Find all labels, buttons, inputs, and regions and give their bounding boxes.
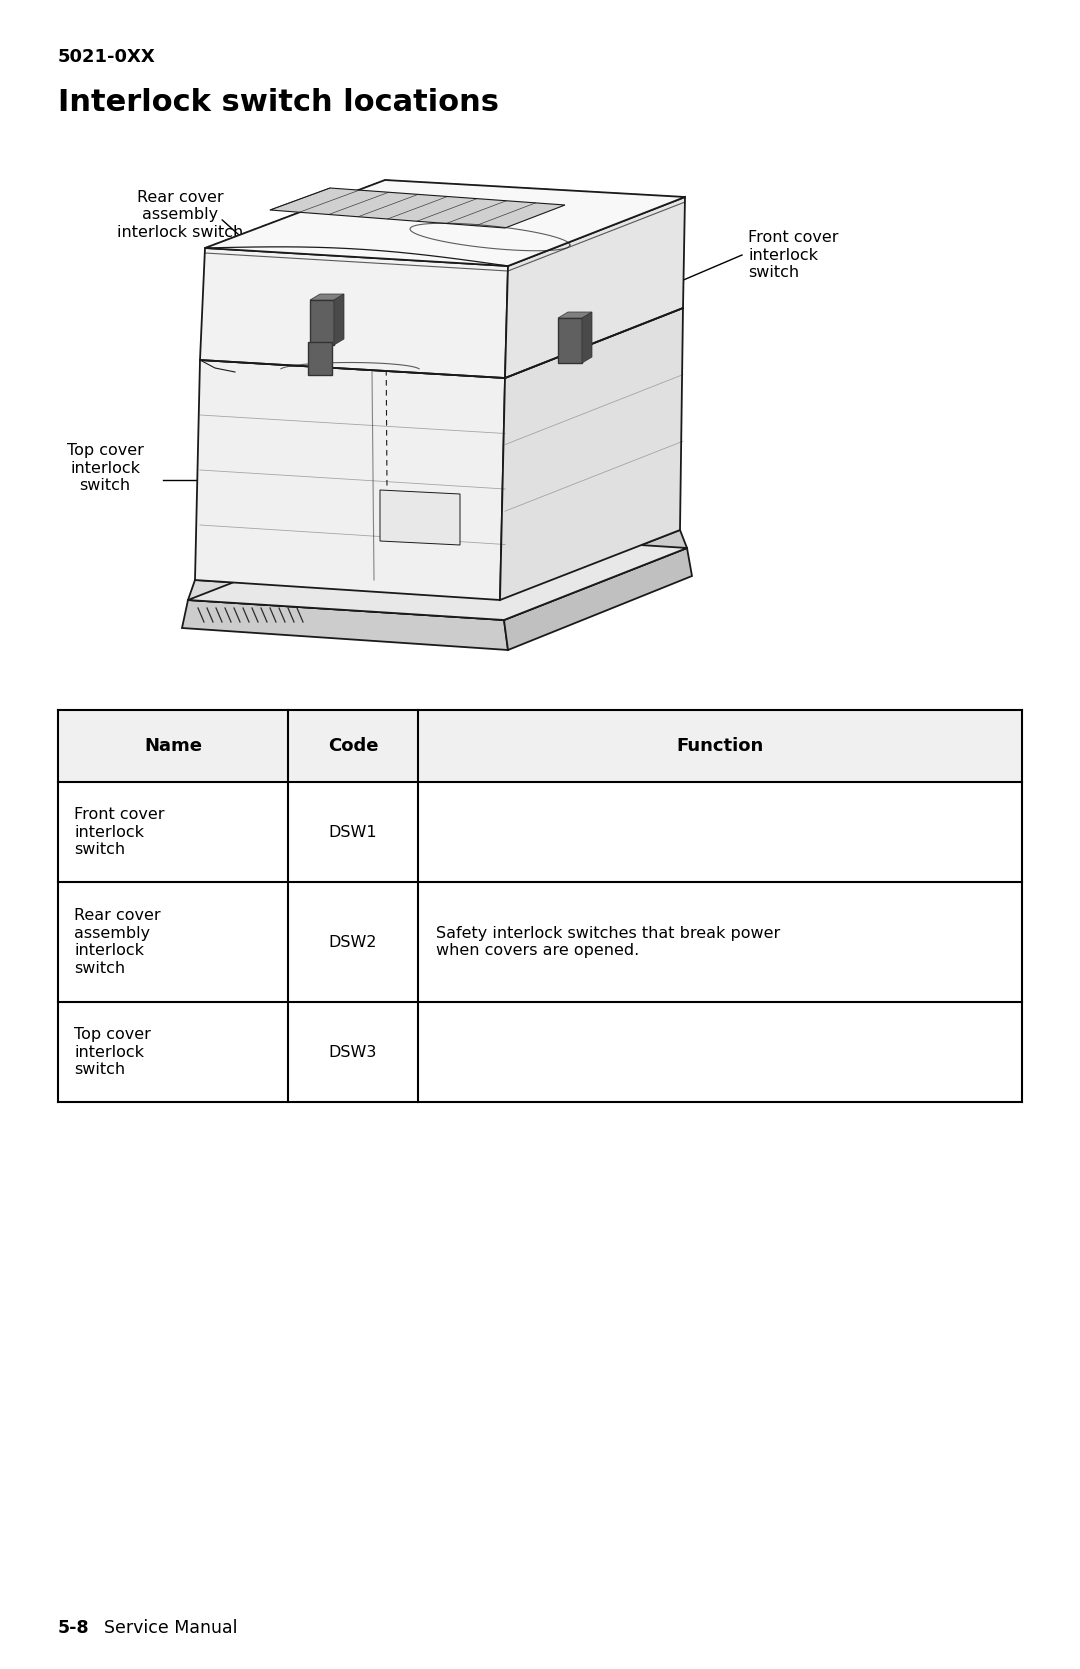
Polygon shape [308,342,332,376]
Text: DSW2: DSW2 [328,935,377,950]
Polygon shape [505,197,685,377]
Text: Interlock switch locations: Interlock switch locations [58,88,499,117]
Text: Rear cover
assembly
interlock switch: Rear cover assembly interlock switch [117,190,243,240]
Text: Top cover
interlock
switch: Top cover interlock switch [67,442,144,492]
Text: Service Manual: Service Manual [93,1619,238,1637]
Text: Code: Code [327,738,378,754]
Polygon shape [310,300,334,345]
Polygon shape [310,294,345,300]
Text: DSW3: DSW3 [328,1045,377,1060]
Bar [58,709,1022,783]
Text: Top cover
interlock
switch: Top cover interlock switch [75,1026,151,1077]
Text: 5021-0XX: 5021-0XX [58,48,156,67]
Text: 5-8: 5-8 [58,1619,90,1637]
Polygon shape [195,361,505,599]
Polygon shape [500,531,687,619]
Polygon shape [188,527,687,619]
Text: Front cover
interlock
switch: Front cover interlock switch [75,808,164,856]
Text: Front cover
interlock
switch: Front cover interlock switch [748,230,838,280]
Polygon shape [582,312,592,362]
Polygon shape [200,249,508,377]
Polygon shape [558,312,592,319]
Polygon shape [380,491,460,546]
Polygon shape [500,309,683,599]
Text: Safety interlock switches that break power
when covers are opened.: Safety interlock switches that break pow… [436,926,780,958]
Polygon shape [205,180,685,265]
Text: DSW1: DSW1 [328,824,377,840]
Polygon shape [334,294,345,345]
Polygon shape [504,547,692,649]
Polygon shape [188,581,504,619]
Text: Rear cover
assembly
interlock
switch: Rear cover assembly interlock switch [75,908,161,976]
Text: Function: Function [676,738,764,754]
Polygon shape [183,599,508,649]
Polygon shape [558,319,582,362]
Text: Name: Name [144,738,202,754]
Polygon shape [270,189,565,229]
